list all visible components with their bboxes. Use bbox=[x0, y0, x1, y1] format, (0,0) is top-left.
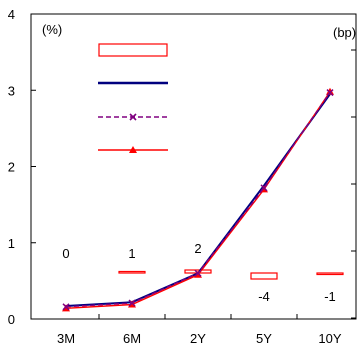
series-point bbox=[260, 184, 268, 192]
bar bbox=[118, 270, 146, 274]
left-axis-unit: (%) bbox=[42, 22, 62, 37]
bar-value-labels: 0 1 2 -4 -1 bbox=[62, 241, 335, 304]
bar bbox=[316, 272, 344, 276]
bar-value-label: 0 bbox=[62, 246, 69, 261]
bar-series bbox=[118, 269, 344, 280]
bar bbox=[250, 272, 278, 280]
x-tick-label: 3M bbox=[57, 331, 75, 346]
point-stroke bbox=[194, 269, 202, 277]
y-tick-labels: 0 1 2 3 4 bbox=[8, 7, 15, 327]
series-point bbox=[62, 303, 70, 311]
x-tick-label: 6M bbox=[123, 331, 141, 346]
point-stroke bbox=[128, 299, 136, 307]
series-point bbox=[326, 87, 334, 95]
series-point bbox=[194, 269, 202, 277]
y-tick-label: 2 bbox=[8, 160, 15, 175]
y-tick-label: 1 bbox=[8, 236, 15, 251]
axes bbox=[30, 13, 357, 320]
legend-bar-swatch bbox=[98, 43, 168, 57]
legend-triangle-marker bbox=[129, 146, 137, 153]
line-series bbox=[62, 87, 334, 312]
series-point bbox=[326, 89, 334, 97]
y-tick-label: 0 bbox=[8, 312, 15, 327]
right-axis-unit: (bp) bbox=[333, 25, 356, 40]
legend bbox=[98, 43, 168, 153]
legend-x-marker bbox=[129, 113, 137, 121]
marker-stroke bbox=[129, 113, 137, 121]
bar-value-label: 1 bbox=[128, 246, 135, 261]
x-tick-label: 2Y bbox=[190, 331, 206, 346]
x-tick-label: 5Y bbox=[256, 331, 272, 346]
bar-value-label: -4 bbox=[258, 289, 270, 304]
y-tick-label: 4 bbox=[8, 7, 15, 22]
point-stroke bbox=[326, 89, 334, 97]
bar-value-label: -1 bbox=[324, 289, 336, 304]
series-point bbox=[128, 299, 136, 307]
point-stroke bbox=[62, 303, 70, 311]
y-tick-label: 3 bbox=[8, 83, 15, 98]
bar-value-label: 2 bbox=[194, 241, 201, 256]
x-tick-label: 10Y bbox=[318, 331, 341, 346]
point-stroke bbox=[260, 184, 268, 192]
x-tick-labels: 3M 6M 2Y 5Y 10Y bbox=[57, 331, 342, 346]
